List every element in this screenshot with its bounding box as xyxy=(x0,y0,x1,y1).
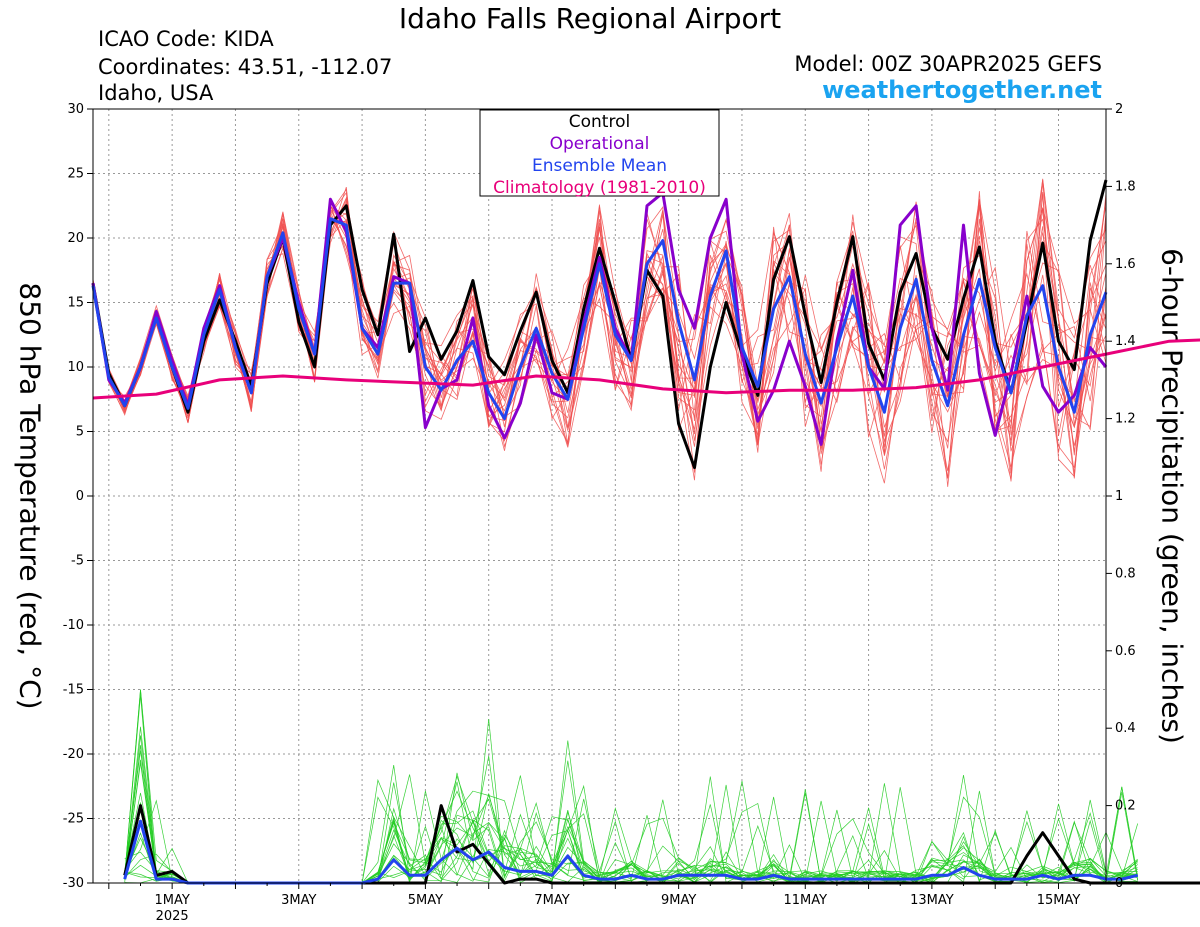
temperature-member-line xyxy=(92,203,1107,480)
y-tick-label-left: 30 xyxy=(67,102,84,117)
temperature-member-line xyxy=(92,198,1107,481)
y-tick-label-right: 0.8 xyxy=(1115,566,1136,581)
y-tick-label-left: -15 xyxy=(63,683,84,698)
legend-item-ensemble-mean: Ensemble Mean xyxy=(532,156,667,176)
x-tick-label: 13MAY xyxy=(910,893,954,908)
x-tick-label: 15MAY xyxy=(1037,893,1081,908)
precipitation-line-ensemble-mean xyxy=(123,819,1139,885)
y-tick-label-left: -30 xyxy=(63,876,84,891)
y-tick-label-right: 1 xyxy=(1115,489,1123,504)
y-tick-label-right: 0.4 xyxy=(1115,721,1136,736)
precipitation-member-line xyxy=(124,695,1138,884)
temperature-line-ensemble-mean xyxy=(91,217,1108,421)
precipitation-member-line xyxy=(124,689,1139,884)
x-tick-label: 7MAY xyxy=(534,893,569,908)
axis-ticks: 302520151050-5-10-15-20-25-3021.81.61.41… xyxy=(63,102,1136,924)
legend-item-control: Control xyxy=(569,112,630,132)
series-lines xyxy=(91,179,1200,885)
y-tick-label-right: 1.6 xyxy=(1115,257,1136,272)
y-tick-label-left: 25 xyxy=(67,167,84,182)
y-tick-label-right: 0.6 xyxy=(1115,644,1136,659)
site-link[interactable]: weathertogether.net xyxy=(822,76,1102,104)
x-tick-label: 9MAY xyxy=(661,893,696,908)
x-tick-label: 11MAY xyxy=(783,893,827,908)
y-tick-label-right: 0.2 xyxy=(1115,799,1136,814)
y-tick-label-left: 0 xyxy=(76,489,84,504)
legend-item-climatology-1981-2010-: Climatology (1981-2010) xyxy=(493,178,706,198)
region: Idaho, USA xyxy=(98,81,214,105)
model-run: Model: 00Z 30APR2025 GEFS xyxy=(794,52,1102,76)
y-tick-label-left: -5 xyxy=(71,554,84,569)
x-tick-sublabel: 2025 xyxy=(156,909,189,924)
x-tick-label: 5MAY xyxy=(408,893,443,908)
y-tick-label-left: -10 xyxy=(63,618,84,633)
y-tick-label-right: 1.4 xyxy=(1115,334,1136,349)
y-tick-label-right: 1.2 xyxy=(1115,412,1136,427)
y-tick-label-left: 15 xyxy=(67,296,84,311)
y-tick-label-left: -25 xyxy=(63,812,84,827)
temperature-member-line xyxy=(92,202,1107,479)
icao-code: ICAO Code: KIDA xyxy=(98,27,274,51)
precipitation-member-line xyxy=(124,718,1138,884)
legend-box xyxy=(479,109,720,197)
x-tick-label: 3MAY xyxy=(281,893,316,908)
y-tick-label-right: 0 xyxy=(1115,876,1123,891)
coordinates: Coordinates: 43.51, -112.07 xyxy=(98,55,393,79)
legend-item-operational: Operational xyxy=(550,134,650,154)
x-tick-label: 1MAY xyxy=(154,893,189,908)
temperature-line-climatology-1981-2010- xyxy=(92,338,1200,400)
precipitation-member-line xyxy=(124,689,1138,884)
y-tick-label-right: 2 xyxy=(1115,102,1123,117)
y-tick-label-left: 10 xyxy=(67,360,84,375)
y-tick-label-right: 1.8 xyxy=(1115,179,1136,194)
y-tick-label-left: 20 xyxy=(67,231,84,246)
y-tick-label-left: 5 xyxy=(76,425,84,440)
y-tick-label-left: -20 xyxy=(63,747,84,762)
chart-title: Idaho Falls Regional Airport xyxy=(398,2,782,35)
